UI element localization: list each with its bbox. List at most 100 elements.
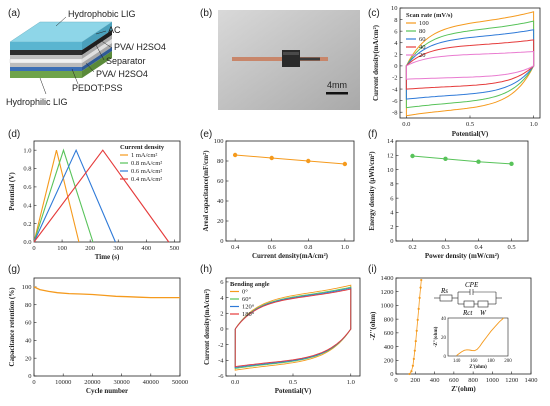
x-tick-label: 800 (468, 377, 478, 384)
chart-e-areal-capacitance: 0.4 0.6 0.8 1.0 0 20 40 60 80 100 Current density(… (202, 138, 355, 260)
ac-layer-side (82, 30, 112, 55)
y-tick-label: 12 (387, 152, 394, 159)
y-tick-label: 0.4 (23, 202, 32, 209)
copper-wire (232, 57, 328, 61)
separator-layer-side (82, 39, 112, 63)
legend-title: Scan rate (mV/s) (406, 12, 453, 19)
y-tick-label: 20 (217, 218, 224, 225)
data-point (269, 155, 274, 161)
cv-loop-20 (405, 50, 535, 80)
device-diagram: Hydrophobic LIG AC PVA/ H2SO4 Separator … (6, 9, 166, 107)
device-highlight (283, 52, 299, 55)
y-tick-label: -6 (218, 373, 224, 380)
y-tick-label: 0 (220, 238, 223, 245)
y-axis-label: Areal capacitance(mF/cm²) (202, 150, 210, 232)
x-tick-label: 1.0 (341, 244, 349, 251)
rct-label: Rct (462, 309, 473, 317)
x-axis-label: Power density (mW/cm²) (425, 252, 500, 260)
cv-bend-loop-2 (234, 287, 352, 369)
chart-h-cv-bending: 0.0 0.5 1.0 -6 -4 -2 0 2 4 6 Potential(V) Current d… (203, 277, 361, 395)
y-tick-label: 0 (390, 238, 393, 245)
y-tick-label: 0 (28, 373, 31, 380)
inset-x-tick-label: 140 (453, 359, 461, 364)
plot-frame (33, 277, 181, 377)
inset-y-label: -Z''(ohm) (434, 326, 439, 347)
panel-label-b: (b) (200, 8, 212, 19)
x-axis-label: Cycle number (86, 387, 128, 395)
x-tick-label: 0.0 (402, 121, 410, 128)
y-tick-label: 40 (217, 198, 224, 205)
y-tick-label: 1200 (381, 289, 394, 296)
nyquist-point (416, 318, 419, 321)
retention-line (33, 286, 180, 299)
x-axis-label: Time (s) (95, 253, 120, 261)
x-tick-label: 0.5 (289, 379, 297, 386)
layer-label-ac: AC (108, 25, 121, 35)
layer-label-pva-2: PVA/ H2SO4 (96, 69, 148, 79)
pedot-layer-side (82, 47, 112, 71)
x-tick-label: 30000 (113, 379, 129, 386)
legend-label-2: 60 (419, 36, 426, 43)
chart-g-cycle-retention: 0 10000 20000 30000 40000 50000 0 20 40 60 80 100 Cy… (8, 277, 188, 395)
y-tick-label: 80 (25, 302, 32, 309)
gcd-curve-3 (33, 149, 170, 243)
x-tick-label: 1200 (505, 377, 518, 384)
y-tick-label: 2 (220, 310, 223, 317)
inset-curve (456, 317, 504, 356)
data-point (232, 152, 238, 158)
y-tick-label: 10 (387, 167, 394, 174)
nyquist-point (418, 296, 421, 299)
y-tick-label: 100 (22, 284, 32, 291)
y-axis-label: Capacitance retention (%) (8, 287, 16, 367)
x-axis-label: Current density(mA/cm²) (252, 252, 329, 260)
y-axis-label: Current density(mA/cm²) (372, 24, 380, 101)
y-tick-label: 0.0 (23, 239, 31, 246)
y-tick-label: 60 (25, 320, 32, 327)
x-tick-label: 200 (85, 245, 95, 252)
pva-layer-2-side (82, 43, 112, 67)
pedot-layer (10, 67, 82, 71)
x-tick-label: 1.0 (530, 121, 538, 128)
gcd-curve-0 (33, 150, 80, 243)
y-tick-label: 0.6 (23, 184, 32, 191)
panel-label-g: (g) (8, 264, 20, 275)
gcd-curve-1 (33, 148, 94, 243)
x-tick-label: 50000 (172, 379, 188, 386)
inset-x-tick-label: 180 (487, 359, 495, 364)
y-tick-label: 1000 (381, 303, 394, 310)
legend-title: Current density (120, 144, 165, 151)
y-axis-label: Current density(mA/cm²) (203, 288, 211, 365)
y-tick-label: 0.8 (23, 166, 31, 173)
cv-bend-loop-3 (234, 288, 352, 368)
inset-y-tick-label: 20 (441, 336, 447, 341)
y-tick-label: 0 (220, 326, 223, 333)
separator-layer (9, 58, 83, 64)
y-tick-label: 600 (384, 330, 394, 337)
black-tape (300, 57, 320, 61)
y-tick-label: 60 (217, 178, 224, 185)
layer-label-pedot: PEDOT:PSS (72, 83, 123, 93)
y-tick-label: 80 (217, 158, 224, 165)
pva-layer-1 (10, 55, 82, 59)
y-tick-label: 0 (394, 63, 397, 70)
x-axis-label: Potential(V) (275, 387, 312, 395)
chart-i-eis: 0 200 400 600 800 1000 1200 1400020040060080010… (369, 275, 538, 393)
equivalent-circuit: Rs CPE Rct W (434, 281, 502, 317)
plot-frame (33, 140, 181, 243)
x-tick-label: 100 (57, 245, 67, 252)
inset-frame (447, 317, 509, 357)
panel-label-h: (h) (200, 264, 212, 275)
plot-frame (225, 140, 355, 242)
nyquist-line (409, 280, 422, 375)
x-tick-label: 200 (410, 377, 420, 384)
y-tick-label: -2 (392, 75, 397, 82)
x-tick-label: 0 (32, 245, 35, 252)
inset-y-tick-label: 0 (444, 355, 447, 360)
legend-label-3: 180° (242, 311, 255, 318)
data-point (342, 161, 348, 167)
x-tick-label: 0.0 (231, 379, 239, 386)
legend-label-1: 80 (419, 28, 426, 35)
y-tick-label: 8 (390, 181, 393, 188)
nyquist-point (408, 372, 411, 376)
legend-label-2: 0.6 mA/cm² (131, 168, 162, 175)
